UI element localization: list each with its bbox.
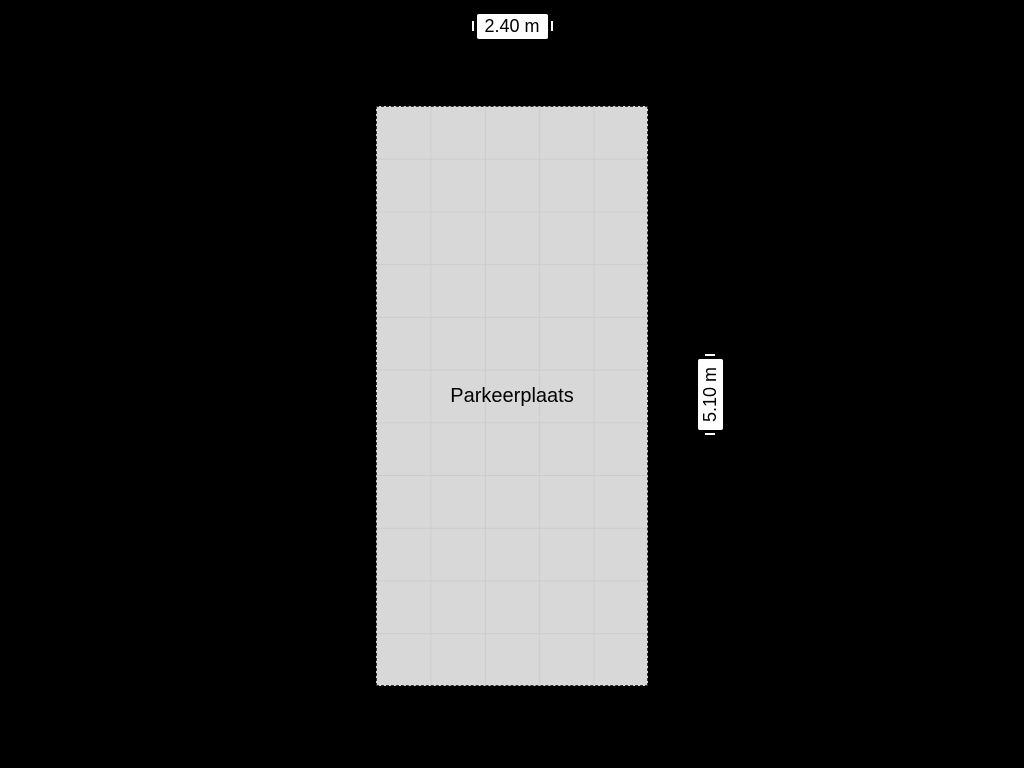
dimension-tick <box>472 21 474 31</box>
dimension-tick <box>551 21 553 31</box>
height-dimension-text: 5.10 m <box>700 366 720 421</box>
height-dimension-label: 5.10 m <box>698 358 723 429</box>
dimension-tick <box>705 433 715 435</box>
width-dimension-text: 2.40 m <box>485 16 540 36</box>
dimension-tick <box>705 354 715 356</box>
parking-space-rect: Parkeerplaats <box>376 106 648 686</box>
room-label: Parkeerplaats <box>450 385 573 408</box>
width-dimension-label: 2.40 m <box>477 14 548 39</box>
